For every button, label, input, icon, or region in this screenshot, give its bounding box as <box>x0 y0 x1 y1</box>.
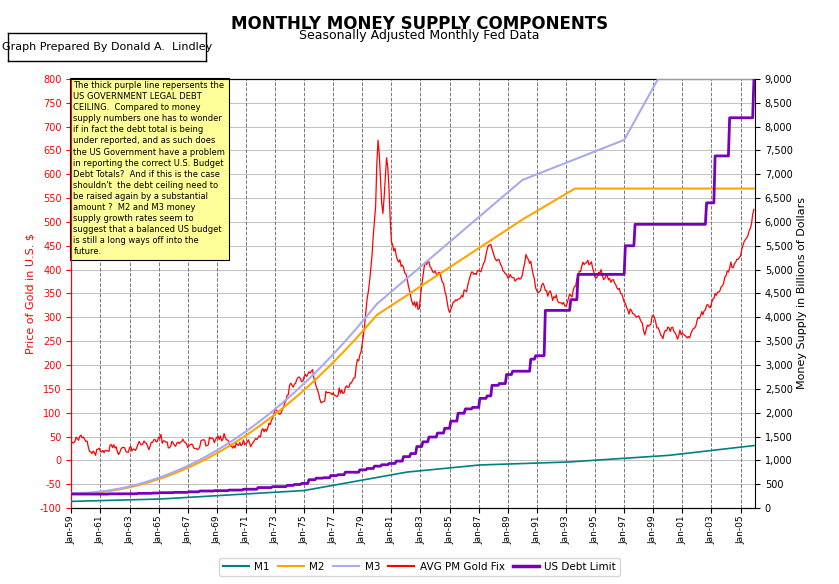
Legend: M1, M2, M3, AVG PM Gold Fix, US Debt Limit: M1, M2, M3, AVG PM Gold Fix, US Debt Lim… <box>219 558 620 576</box>
Text: Seasonally Adjusted Monthly Fed Data: Seasonally Adjusted Monthly Fed Data <box>300 29 539 42</box>
Text: Graph Prepared By Donald A.  Lindley: Graph Prepared By Donald A. Lindley <box>2 42 212 53</box>
Text: MONTHLY MONEY SUPPLY COMPONENTS: MONTHLY MONEY SUPPLY COMPONENTS <box>231 15 608 33</box>
Y-axis label: Price of Gold in U.S. $: Price of Gold in U.S. $ <box>25 233 35 354</box>
Text: The thick purple line repersents the
US GOVERNMENT LEGAL DEBT
CEILING.  Compared: The thick purple line repersents the US … <box>73 81 225 256</box>
Y-axis label: Money Supply in Billions of Dollars: Money Supply in Billions of Dollars <box>797 197 807 390</box>
